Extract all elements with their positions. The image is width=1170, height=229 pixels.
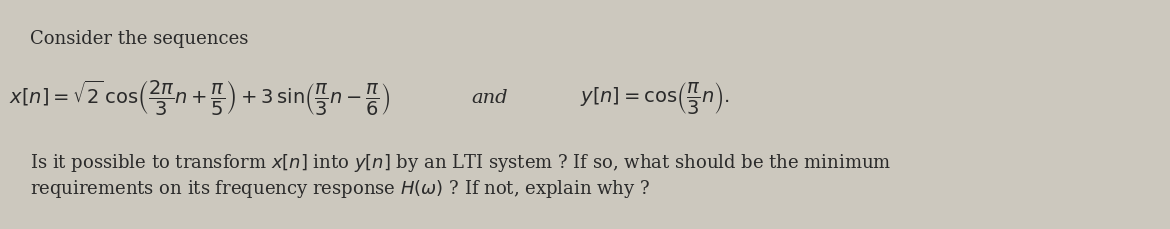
Text: Consider the sequences: Consider the sequences — [30, 30, 248, 48]
Text: $x[n] = \sqrt{2}\,\cos\!\left(\dfrac{2\pi}{3}n+\dfrac{\pi}{5}\right) + 3\,\sin\!: $x[n] = \sqrt{2}\,\cos\!\left(\dfrac{2\p… — [8, 78, 390, 117]
Text: requirements on its frequency response $H(\omega)$ ? If not, explain why ?: requirements on its frequency response $… — [30, 177, 651, 199]
Text: $y[n] = \cos\!\left(\dfrac{\pi}{3}n\right).$: $y[n] = \cos\!\left(\dfrac{\pi}{3}n\righ… — [580, 80, 730, 115]
Text: and: and — [472, 89, 508, 106]
Text: Is it possible to transform $x[n]$ into $y[n]$ by an LTI system ? If so, what sh: Is it possible to transform $x[n]$ into … — [30, 151, 892, 173]
